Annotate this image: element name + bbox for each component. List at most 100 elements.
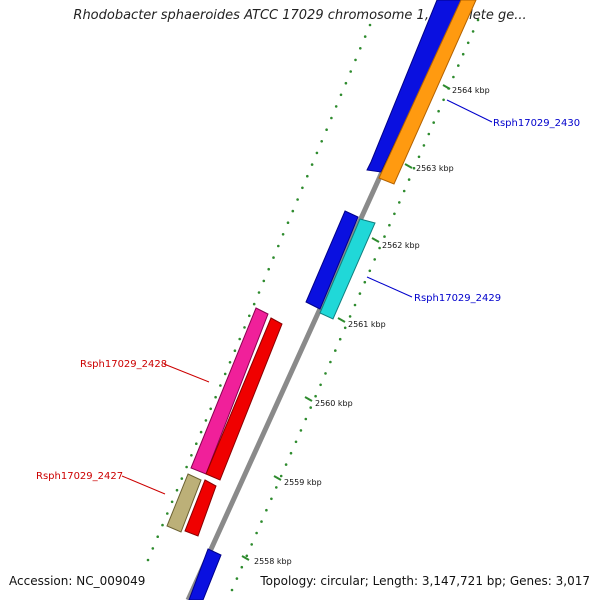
guide-dot	[301, 186, 304, 190]
guide-dot	[219, 384, 222, 387]
guide-dot	[185, 465, 188, 469]
guide-dot	[252, 302, 256, 306]
guide-dot	[339, 93, 343, 97]
guide-dot	[432, 121, 436, 124]
tick-mark	[273, 475, 282, 481]
guide-dot	[417, 155, 421, 159]
guide-dot	[272, 256, 275, 259]
tick-label: 2558 kbp	[254, 557, 292, 566]
guide-dot	[250, 543, 253, 546]
guide-dot	[343, 326, 347, 330]
guide-dot	[338, 337, 342, 341]
guide-dot	[330, 116, 333, 120]
tick-label: 2559 kbp	[284, 478, 322, 487]
guide-dot	[324, 372, 327, 375]
guide-dot	[368, 269, 372, 273]
guide-dot	[286, 221, 290, 224]
guide-dot	[412, 166, 416, 170]
olive-cds[interactable]	[166, 473, 202, 533]
guide-dot	[190, 454, 193, 457]
guide-dot	[235, 577, 239, 580]
guide-dot	[275, 486, 278, 489]
gene-label-2430[interactable]: Rsph17029_2430	[493, 118, 580, 129]
tick-label: 2563 kbp	[416, 164, 454, 173]
guide-dot	[238, 337, 241, 341]
guide-dot	[284, 463, 288, 466]
map-title: Rhodobacter sphaeroides ATCC 17029 chrom…	[73, 8, 527, 23]
red-cds-small[interactable]	[184, 479, 217, 537]
tick-mark	[404, 163, 413, 169]
guide-dot	[398, 201, 401, 204]
guide-dot	[281, 233, 285, 236]
guide-dot	[175, 488, 179, 492]
guide-dot	[310, 163, 314, 166]
guide-dot	[260, 520, 263, 523]
guide-dot	[199, 430, 203, 434]
guide-dot	[291, 209, 295, 213]
guide-dot	[320, 140, 324, 143]
guide-dot	[407, 178, 411, 181]
guide-dot	[402, 189, 406, 193]
guide-dot	[243, 326, 246, 329]
guide-dot	[325, 128, 328, 131]
blue-cds-top[interactable]	[366, 0, 464, 173]
guide-dot	[277, 244, 280, 248]
guide-dot	[296, 198, 299, 201]
tick-label: 2560 kbp	[315, 399, 353, 408]
guide-dot	[363, 35, 367, 38]
guide-dot	[373, 258, 377, 261]
guide-dot	[270, 497, 273, 501]
blue-cds-bottom[interactable]	[188, 548, 222, 600]
guide-dot	[248, 314, 251, 318]
scale-ticks: 2564 kbp 2563 kbp 2562 kbp 2561 kbp 2560…	[241, 84, 490, 566]
guide-dot	[257, 291, 261, 294]
tick-mark	[241, 555, 250, 561]
guide-dot	[383, 235, 386, 238]
guide-dot	[156, 535, 159, 538]
red-cds-long[interactable]	[205, 317, 283, 481]
guide-dot	[195, 442, 198, 446]
cyan-cds[interactable]	[319, 218, 376, 320]
gene-label-2428[interactable]: Rsph17029_2428	[80, 359, 167, 370]
guide-dot	[466, 41, 470, 45]
guide-dot	[349, 70, 353, 73]
guide-dot	[209, 407, 212, 411]
guide-dot	[314, 394, 317, 398]
guide-dot	[151, 547, 155, 550]
guide-dot	[267, 267, 271, 271]
label-leaders	[121, 99, 493, 495]
tick-mark	[442, 84, 451, 90]
guide-dot	[306, 174, 309, 178]
guide-dot	[146, 558, 150, 562]
guide-dot	[180, 477, 184, 480]
orange-cds[interactable]	[378, 0, 477, 185]
dotted-guide-lines	[146, 18, 480, 592]
guide-dot	[170, 500, 174, 504]
guide-dot	[437, 109, 440, 113]
guide-dot	[388, 223, 391, 227]
guide-dot	[204, 419, 208, 422]
guide-dot	[255, 531, 258, 535]
blue-cds-middle[interactable]	[305, 210, 359, 310]
guide-dot	[304, 417, 308, 421]
guide-dot	[368, 23, 372, 27]
guide-dot	[240, 565, 244, 569]
guide-dot	[329, 360, 332, 364]
guide-dot	[230, 588, 234, 592]
guide-dot	[344, 81, 348, 85]
guide-dot	[161, 523, 164, 527]
gene-label-2427[interactable]: Rsph17029_2427	[36, 471, 123, 482]
guide-dot	[358, 292, 362, 295]
accession-text: Accession: NC_009049	[9, 574, 146, 588]
guide-dot	[353, 303, 357, 307]
guide-dot	[262, 279, 266, 283]
guide-dot	[315, 151, 319, 155]
gene-label-2429[interactable]: Rsph17029_2429	[414, 293, 501, 304]
guide-dot	[461, 52, 465, 56]
guide-dot	[334, 349, 337, 352]
guide-dot	[294, 440, 298, 444]
guide-dot	[309, 406, 313, 409]
guide-dot	[245, 554, 249, 558]
guide-dot	[166, 512, 169, 515]
